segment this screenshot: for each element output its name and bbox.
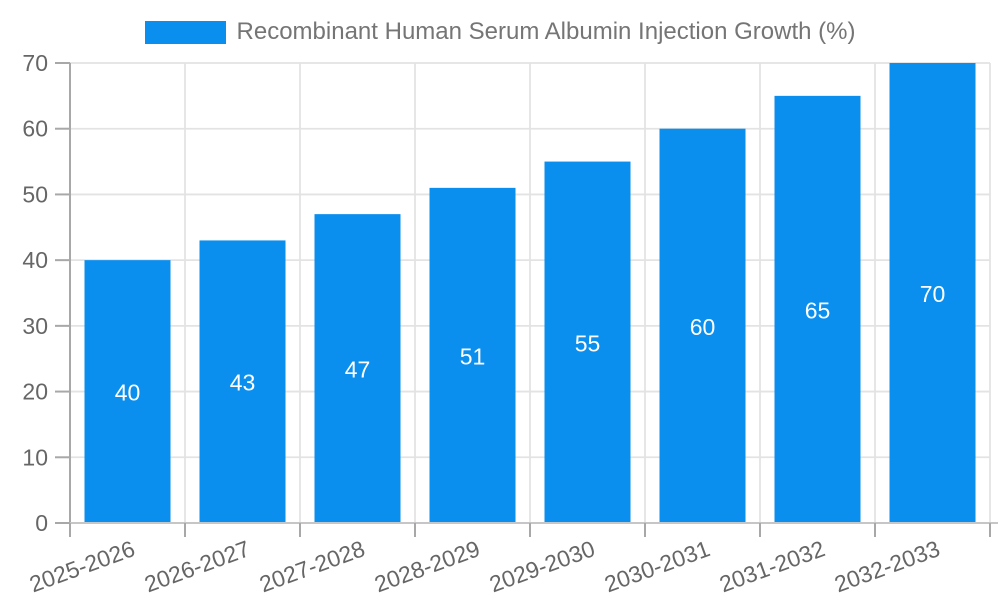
bar-value-label: 55 <box>575 330 601 356</box>
bar <box>199 240 286 523</box>
chart-legend: Recombinant Human Serum Albumin Injectio… <box>0 18 1000 46</box>
y-tick-label: 30 <box>22 313 48 339</box>
x-tick-label: 2026-2027 <box>141 535 253 597</box>
x-tick-label: 2032-2033 <box>831 535 943 597</box>
y-tick-label: 10 <box>22 444 48 470</box>
bar <box>889 63 976 523</box>
y-tick-label: 40 <box>22 247 48 273</box>
bar-value-label: 40 <box>115 380 141 406</box>
bar <box>659 128 746 523</box>
bar-value-label: 51 <box>460 343 486 369</box>
bar-value-label: 43 <box>230 370 256 396</box>
bar-value-label: 60 <box>690 314 716 340</box>
x-tick-label: 2027-2028 <box>256 535 368 597</box>
y-tick-label: 20 <box>22 379 48 405</box>
bar <box>84 260 171 523</box>
x-tick-label: 2028-2029 <box>371 535 483 597</box>
y-tick-label: 50 <box>22 181 48 207</box>
bar <box>544 161 631 524</box>
x-tick-label: 2029-2030 <box>486 535 598 597</box>
bar-value-label: 65 <box>805 297 831 323</box>
bar <box>314 214 401 523</box>
bar <box>774 95 861 523</box>
bar-value-label: 70 <box>920 281 946 307</box>
y-tick-label: 0 <box>35 510 48 536</box>
x-tick-label: 2031-2032 <box>716 535 828 597</box>
y-tick-label: 70 <box>22 50 48 76</box>
bar-value-label: 47 <box>345 357 371 383</box>
x-tick-label: 2025-2026 <box>26 535 138 597</box>
x-tick-label: 2030-2031 <box>601 535 713 597</box>
legend-swatch <box>144 20 226 44</box>
bar <box>429 187 516 523</box>
y-tick-label: 60 <box>22 116 48 142</box>
legend-label: Recombinant Human Serum Albumin Injectio… <box>236 18 856 45</box>
